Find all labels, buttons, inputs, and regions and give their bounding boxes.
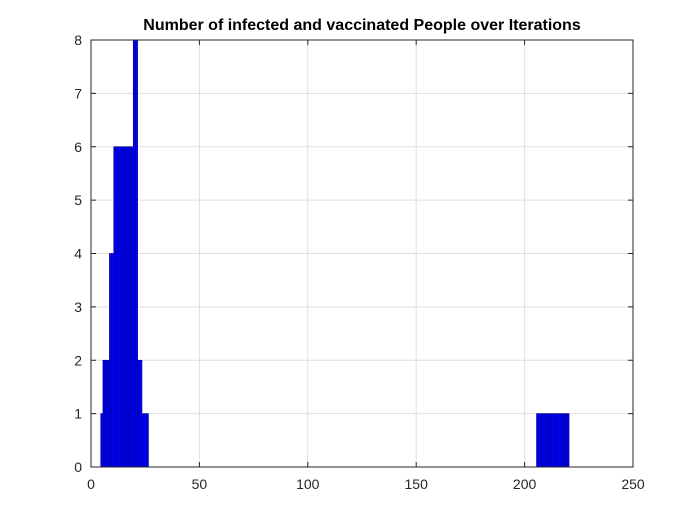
y-tick-label: 7 bbox=[74, 85, 82, 101]
y-tick-labels: 0 1 2 3 4 5 6 7 8 bbox=[74, 32, 82, 475]
bar bbox=[564, 413, 568, 468]
bar bbox=[141, 413, 145, 468]
bar bbox=[551, 413, 555, 468]
bar bbox=[130, 146, 134, 468]
bar bbox=[113, 146, 117, 468]
x-tick-label: 250 bbox=[621, 476, 645, 492]
bar bbox=[538, 413, 542, 468]
x-tick-label: 0 bbox=[87, 476, 95, 492]
y-tick-label: 5 bbox=[74, 192, 82, 208]
bar bbox=[560, 413, 563, 468]
y-tick-label: 4 bbox=[74, 246, 82, 262]
tick-marks bbox=[90, 39, 634, 468]
bar bbox=[104, 359, 108, 468]
bar bbox=[544, 413, 548, 468]
bar bbox=[549, 413, 552, 468]
bar bbox=[117, 146, 121, 468]
x-tick-label: 150 bbox=[405, 476, 429, 492]
bar bbox=[145, 413, 149, 468]
bar bbox=[542, 413, 546, 468]
y-tick-label: 8 bbox=[74, 32, 82, 48]
bar bbox=[109, 253, 112, 468]
y-tick-label: 2 bbox=[74, 352, 82, 368]
y-tick-label: 0 bbox=[74, 459, 82, 475]
bar bbox=[100, 413, 104, 468]
bar bbox=[119, 146, 123, 468]
bar bbox=[124, 146, 128, 468]
grid-lines bbox=[91, 40, 633, 467]
x-tick-labels: 0 50 100 150 200 250 bbox=[87, 476, 645, 492]
bar bbox=[536, 413, 539, 468]
bar bbox=[566, 413, 570, 468]
y-tick-label: 3 bbox=[74, 299, 82, 315]
x-tick-label: 50 bbox=[192, 476, 208, 492]
bar bbox=[132, 39, 136, 468]
x-tick-label: 100 bbox=[296, 476, 320, 492]
bar bbox=[557, 413, 561, 468]
bar bbox=[553, 413, 557, 468]
bar bbox=[547, 413, 550, 468]
bar bbox=[128, 146, 132, 468]
y-tick-label: 6 bbox=[74, 139, 82, 155]
bar bbox=[102, 359, 106, 468]
bar bbox=[540, 413, 544, 468]
bar bbox=[106, 359, 110, 468]
bar bbox=[139, 359, 143, 468]
bar bbox=[562, 413, 566, 468]
chart-title: Number of infected and vaccinated People… bbox=[143, 17, 581, 34]
bar bbox=[143, 413, 147, 468]
y-tick-label: 1 bbox=[74, 406, 82, 422]
bar bbox=[555, 413, 559, 468]
bar bbox=[137, 359, 141, 468]
bar bbox=[122, 146, 125, 468]
bar bbox=[111, 253, 115, 468]
bar bbox=[115, 146, 119, 468]
bar bbox=[126, 146, 130, 468]
bar bbox=[135, 39, 138, 468]
x-tick-label: 200 bbox=[513, 476, 537, 492]
